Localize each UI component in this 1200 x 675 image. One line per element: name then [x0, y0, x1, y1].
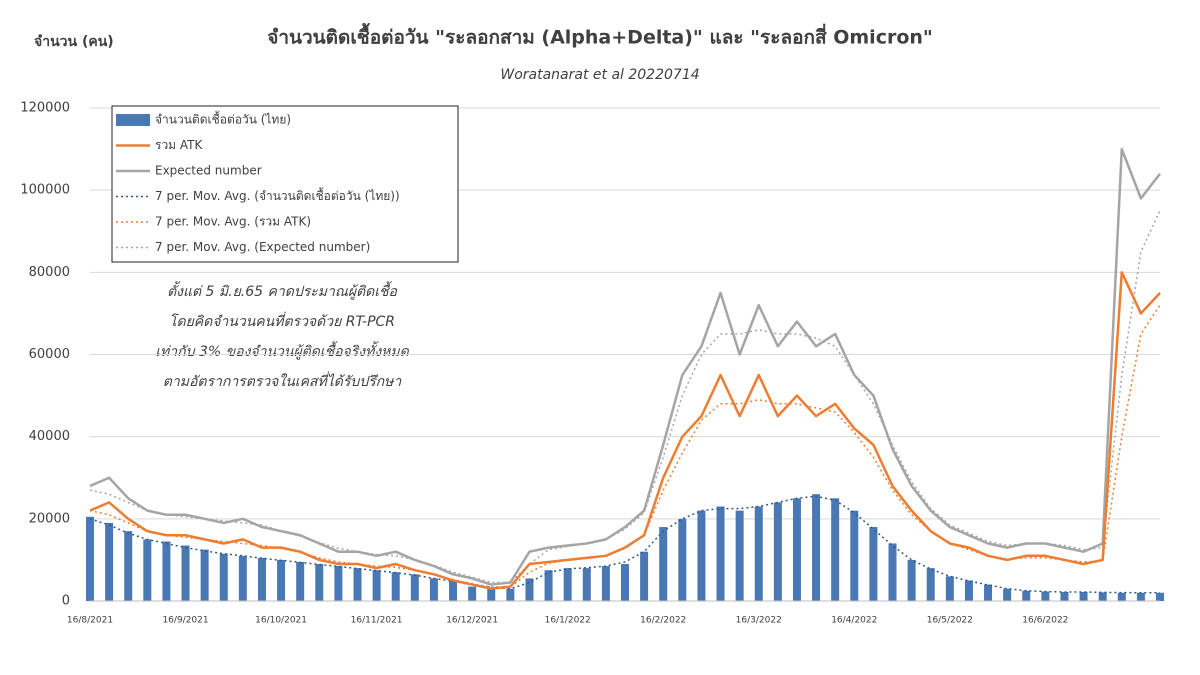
- legend-label: 7 per. Mov. Avg. (รวม ATK): [155, 215, 311, 229]
- bar: [277, 559, 286, 601]
- y-tick-label: 0: [62, 594, 70, 609]
- lines: [89, 147, 1161, 594]
- bar: [1060, 591, 1069, 601]
- legend-swatch: [116, 114, 150, 126]
- bar: [850, 510, 859, 601]
- bar: [219, 553, 228, 601]
- annotation: ตั้งแต่ 5 มิ.ย.65 คาดประมาณผู้ติดเชื้อ: [167, 281, 397, 300]
- bar: [238, 555, 247, 601]
- bar: [964, 580, 973, 601]
- bar: [1098, 592, 1107, 601]
- legend-label: 7 per. Mov. Avg. (Expected number): [155, 240, 370, 254]
- bar: [1022, 590, 1031, 601]
- x-tick-label: 16/12/2021: [446, 616, 498, 626]
- bar: [678, 518, 687, 601]
- legend-label: Expected number: [155, 164, 262, 178]
- bar: [659, 527, 668, 601]
- bar: [1003, 588, 1012, 601]
- bar: [601, 566, 610, 601]
- legend-label: 7 per. Mov. Avg. (จำนวนติดเชื้อต่อวัน (ไ…: [155, 187, 400, 203]
- y-tick-label: 40000: [29, 429, 70, 444]
- bar: [1117, 592, 1126, 601]
- bar: [105, 522, 114, 601]
- bar: [1136, 592, 1145, 601]
- moving-average-line: [89, 210, 1161, 584]
- bar: [468, 586, 477, 601]
- y-tick-label: 80000: [29, 265, 70, 280]
- x-tick-label: 16/4/2022: [831, 616, 877, 626]
- legend-label: จำนวนติดเชื้อต่อวัน (ไทย): [155, 111, 291, 127]
- bar: [124, 531, 133, 601]
- bars: [86, 494, 1164, 601]
- annotation: เท่ากับ 3% ของจำนวนผู้ติดเชื้อจริงทั้งหม…: [155, 341, 409, 360]
- legend-label: รวม ATK: [155, 138, 204, 152]
- bar: [296, 561, 305, 601]
- bar: [86, 516, 94, 601]
- bar: [945, 576, 954, 601]
- annotation: ตามอัตราการตรวจในเคสที่ได้รับปรึกษา: [163, 371, 403, 390]
- y-tick-label: 60000: [29, 347, 70, 362]
- legend-box: [111, 105, 459, 263]
- bar: [1156, 592, 1164, 601]
- bar: [812, 494, 821, 601]
- bar: [640, 551, 649, 601]
- bar: [716, 506, 725, 601]
- bar: [697, 510, 706, 601]
- bar: [525, 578, 534, 601]
- bar: [544, 570, 553, 601]
- bar: [410, 574, 419, 601]
- x-tick-label: 16/1/2022: [545, 616, 591, 626]
- bar: [449, 580, 458, 601]
- line: [89, 147, 1161, 586]
- bar: [926, 568, 935, 601]
- bar: [831, 498, 840, 601]
- bar: [391, 572, 400, 601]
- moving-average-line: [89, 495, 1160, 594]
- y-tick-label: 120000: [20, 101, 70, 116]
- bar: [888, 543, 897, 601]
- x-tick-label: 16/6/2022: [1022, 616, 1068, 626]
- line: [89, 271, 1161, 590]
- x-tick-label: 16/11/2021: [351, 616, 403, 626]
- bar: [334, 566, 343, 601]
- y-tick-label: 100000: [20, 183, 70, 198]
- y-axis-label: จำนวน (คน): [34, 34, 114, 50]
- x-tick-label: 16/9/2021: [162, 616, 208, 626]
- bar: [869, 527, 878, 601]
- bar: [735, 510, 744, 601]
- bar: [984, 584, 993, 601]
- bar: [754, 506, 763, 601]
- bar: [200, 549, 209, 601]
- bar: [353, 568, 362, 601]
- bar: [143, 539, 152, 601]
- x-tick-label: 16/3/2022: [736, 616, 782, 626]
- annotation: โดยคิดจำนวนคนที่ตรวจด้วย RT-PCR: [169, 311, 395, 330]
- chart-title: จำนวนติดเชื้อต่อวัน "ระลอกสาม (Alpha+Del…: [267, 23, 933, 49]
- x-tick-label: 16/2/2022: [640, 616, 686, 626]
- bar: [429, 578, 438, 601]
- bar: [773, 502, 782, 601]
- bar: [181, 545, 190, 601]
- x-tick-label: 16/8/2021: [67, 616, 113, 626]
- bar: [1041, 591, 1050, 601]
- x-tick-label: 16/10/2021: [255, 616, 307, 626]
- legend: จำนวนติดเชื้อต่อวัน (ไทย) รวม ATK Expected…: [111, 105, 459, 263]
- bar: [315, 564, 324, 601]
- bar: [506, 588, 515, 601]
- chart-subtitle: Woratanarat et al 20220714: [500, 67, 699, 83]
- y-tick-label: 20000: [29, 511, 70, 526]
- bar: [487, 588, 496, 601]
- bar: [372, 570, 381, 601]
- bar: [582, 568, 591, 601]
- bar: [907, 559, 916, 601]
- bar: [1079, 591, 1088, 601]
- bar: [162, 541, 171, 601]
- bar: [792, 498, 801, 601]
- bar: [563, 568, 572, 601]
- bar: [621, 564, 629, 601]
- x-tick-label: 16/5/2022: [927, 616, 973, 626]
- bar: [257, 557, 266, 601]
